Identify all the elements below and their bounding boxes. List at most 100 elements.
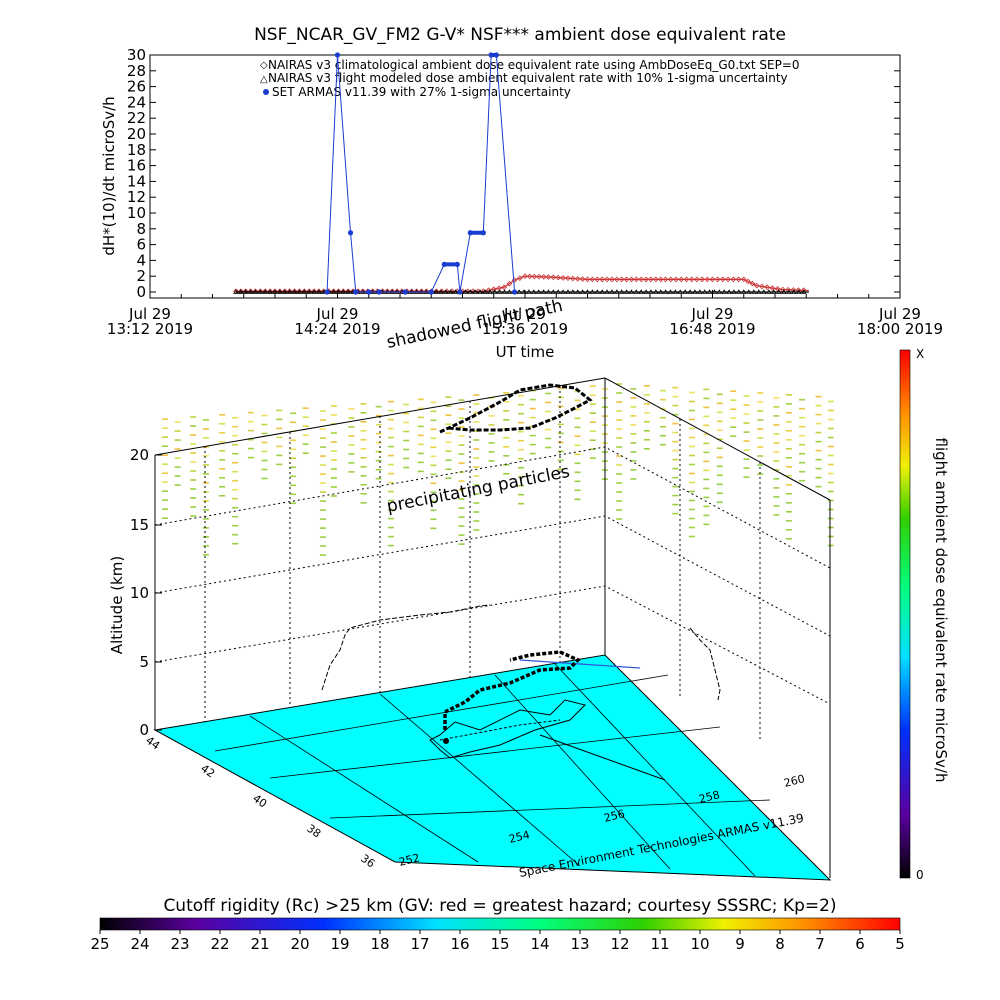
point-armas [324, 289, 330, 295]
point-nairas-clim [653, 276, 659, 283]
point-nairas-flight [467, 289, 474, 294]
point-nairas-clim [730, 276, 737, 283]
y-tick-label: 8 [136, 220, 146, 238]
point-nairas-clim [560, 275, 566, 281]
longitude-tick-label: 260 [783, 772, 807, 790]
x-tick-label-line1: Jul 29 [503, 305, 546, 323]
point-nairas-flight [238, 289, 244, 294]
colorbar-tick-label: 15 [490, 935, 509, 953]
bottom-colorbar: Cutoff rigidity (Rc) >25 km (GV: red = g… [90, 896, 904, 953]
point-nairas-flight [526, 289, 532, 294]
point-nairas-clim [704, 276, 711, 283]
z-tick-label: 10 [130, 584, 149, 602]
point-nairas-flight [262, 289, 268, 294]
point-nairas-flight [252, 289, 259, 294]
y-tick-label: 16 [127, 157, 146, 175]
x-tick-label-line1: Jul 29 [878, 305, 921, 323]
point-nairas-clim [709, 276, 716, 283]
point-armas [402, 289, 408, 295]
legend-label-nairas-flight: NAIRAS v3 flight modeled dose ambient eq… [268, 71, 788, 85]
colorbar-tick-label: 25 [90, 935, 109, 953]
colorbar-tick-label: 11 [650, 935, 669, 953]
point-nairas-flight [296, 289, 303, 294]
point-nairas-flight [233, 289, 239, 294]
precipitating-particles [161, 383, 834, 556]
point-nairas-clim [501, 284, 507, 291]
point-nairas-flight [638, 289, 644, 294]
point-nairas-flight [618, 289, 625, 294]
colorbar-tick-label: 10 [690, 935, 709, 953]
right-colorbar-gradient [899, 349, 911, 879]
legend-label-armas: SET ARMAS v11.39 with 27% 1-sigma uncert… [272, 85, 571, 99]
colorbar-tick-label: 23 [170, 935, 189, 953]
point-nairas-flight [438, 289, 444, 294]
x-axis-label: UT time [496, 343, 555, 361]
point-nairas-clim [688, 276, 695, 283]
colorbar-tick-label: 5 [895, 935, 905, 953]
point-nairas-clim [550, 274, 557, 281]
colorbar-tick-label: 16 [450, 935, 469, 953]
y-tick-label: 22 [127, 109, 146, 127]
point-nairas-flight [301, 289, 307, 294]
point-nairas-flight [604, 289, 610, 294]
point-nairas-flight [687, 289, 693, 294]
point-nairas-flight [697, 289, 703, 294]
point-nairas-flight [746, 289, 752, 294]
point-nairas-flight [496, 289, 503, 294]
point-nairas-clim [769, 285, 776, 291]
point-nairas-flight [653, 289, 659, 294]
shadowed-flight-path [439, 383, 593, 434]
point-nairas-clim [555, 274, 562, 281]
point-nairas-flight [667, 289, 674, 294]
point-nairas-clim [714, 276, 721, 283]
point-nairas-flight [452, 289, 459, 294]
series-line-nairas-clim [235, 275, 809, 292]
legend-marker-armas [263, 89, 269, 95]
point-nairas-clim [648, 276, 654, 283]
point-nairas-flight [267, 289, 273, 294]
point-nairas-flight [751, 289, 757, 294]
point-nairas-flight [721, 289, 727, 294]
floor-grid [214, 663, 771, 877]
colorbar-tick-label: 18 [370, 935, 389, 953]
colorbar-tick-label: 24 [130, 935, 149, 953]
point-nairas-flight [282, 289, 288, 294]
point-nairas-clim [764, 284, 771, 291]
point-nairas-flight [570, 289, 576, 294]
point-nairas-flight [741, 289, 747, 294]
point-nairas-clim [745, 278, 751, 285]
point-nairas-flight [330, 289, 337, 294]
blue-track [519, 659, 641, 669]
point-nairas-flight [791, 289, 797, 294]
altitude-gridlines [154, 386, 831, 740]
point-nairas-flight [340, 289, 347, 294]
point-nairas-clim [720, 276, 726, 283]
point-nairas-flight [306, 289, 312, 294]
point-nairas-clim [618, 276, 625, 283]
point-nairas-flight [565, 289, 571, 294]
x-tick-label-line2: 15:36 2019 [482, 320, 568, 338]
ground-track-dashed [439, 719, 561, 741]
point-nairas-clim [673, 276, 679, 283]
point-nairas-clim [579, 276, 586, 282]
latitude-tick-label: 42 [198, 762, 217, 781]
point-nairas-clim [662, 276, 669, 283]
point-nairas-clim [678, 276, 685, 283]
series-line-armas [326, 54, 516, 293]
z-tick-label: 0 [139, 721, 149, 739]
point-nairas-flight [487, 289, 493, 294]
flight-path-low [443, 650, 582, 730]
point-nairas-flight [633, 289, 640, 294]
point-nairas-clim [594, 276, 601, 283]
legend-marker-nairas-flight: △ [260, 74, 268, 85]
point-nairas-flight [448, 289, 454, 294]
point-nairas-clim [694, 276, 700, 283]
point-nairas-clim [516, 275, 523, 282]
longitude-tick-label: 254 [508, 828, 532, 846]
point-nairas-flight [482, 289, 488, 294]
point-nairas-flight [776, 289, 782, 294]
y-tick-label: 20 [127, 125, 146, 143]
right-colorbar-label: flight ambient dose equivalent rate micr… [932, 438, 950, 783]
top-chart: NSF_NCAR_GV_FM2 G-V* NSF*** ambient dose… [100, 25, 943, 361]
